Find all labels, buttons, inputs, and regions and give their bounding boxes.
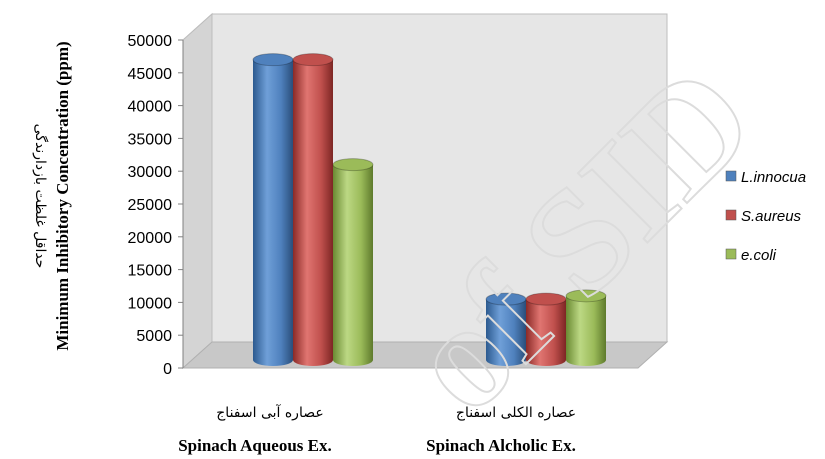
legend-label: S.aureus bbox=[741, 208, 802, 225]
bar-body bbox=[526, 299, 566, 360]
bar-top bbox=[565, 289, 607, 303]
y-tick-label: 20000 bbox=[128, 230, 173, 247]
y-tick-label: 5000 bbox=[136, 328, 172, 345]
bar-base bbox=[333, 354, 373, 366]
legend-label: e.coli bbox=[741, 247, 777, 264]
bar bbox=[252, 53, 294, 366]
y-tick-label: 0 bbox=[163, 361, 172, 378]
bar-top bbox=[332, 158, 374, 172]
bar-body bbox=[566, 295, 606, 360]
bar-top bbox=[252, 53, 294, 67]
bar bbox=[332, 158, 374, 366]
y-tick-label: 25000 bbox=[128, 197, 173, 214]
bar-body bbox=[253, 59, 293, 361]
legend-swatch bbox=[725, 170, 737, 182]
side-wall bbox=[182, 12, 213, 370]
legend-swatch bbox=[725, 209, 737, 221]
bar-base bbox=[486, 354, 526, 366]
y-axis-label: Minimum Inhibitory Concentration (ppm) bbox=[53, 41, 72, 350]
y-tick-label: 35000 bbox=[128, 131, 173, 148]
bar-body bbox=[293, 59, 333, 361]
bar bbox=[525, 292, 567, 366]
y-tick-label: 15000 bbox=[128, 263, 173, 280]
category-label-fa: عصاره الکلی اسفناج bbox=[456, 405, 576, 421]
bar-top bbox=[292, 53, 334, 67]
bar-base bbox=[566, 354, 606, 366]
category-label: Spinach Alcholic Ex. bbox=[426, 436, 576, 455]
bar bbox=[565, 289, 607, 366]
y-tick-label: 45000 bbox=[128, 66, 173, 83]
y-tick-labels: 0 5000 10000 15000 20000 25000 30000 35000 40000… bbox=[128, 33, 183, 378]
category-labels: عصاره آبی اسفناج Spinach Aqueous Ex. عصاره… bbox=[178, 404, 576, 455]
bar bbox=[485, 292, 527, 366]
category-label: Spinach Aqueous Ex. bbox=[178, 436, 332, 455]
y-tick-label: 30000 bbox=[128, 164, 173, 181]
y-tick-label: 40000 bbox=[128, 99, 173, 116]
category-label-fa: عصاره آبی اسفناج bbox=[216, 404, 323, 421]
bars bbox=[252, 53, 607, 366]
y-tick-label: 10000 bbox=[128, 295, 173, 312]
legend-label: L.innocua bbox=[741, 169, 806, 186]
legend: L.innocua S.aureus e.coli bbox=[725, 169, 806, 264]
bar bbox=[292, 53, 334, 366]
bar-base bbox=[293, 354, 333, 366]
y-tick-label: 50000 bbox=[128, 33, 173, 50]
legend-swatch bbox=[725, 248, 737, 260]
bar-base bbox=[526, 354, 566, 366]
bar-body bbox=[333, 164, 373, 360]
bar-body bbox=[486, 299, 526, 360]
y-axis-label-fa: حداقل غلظت بازدارندگی bbox=[32, 124, 49, 269]
bar-base bbox=[253, 354, 293, 366]
